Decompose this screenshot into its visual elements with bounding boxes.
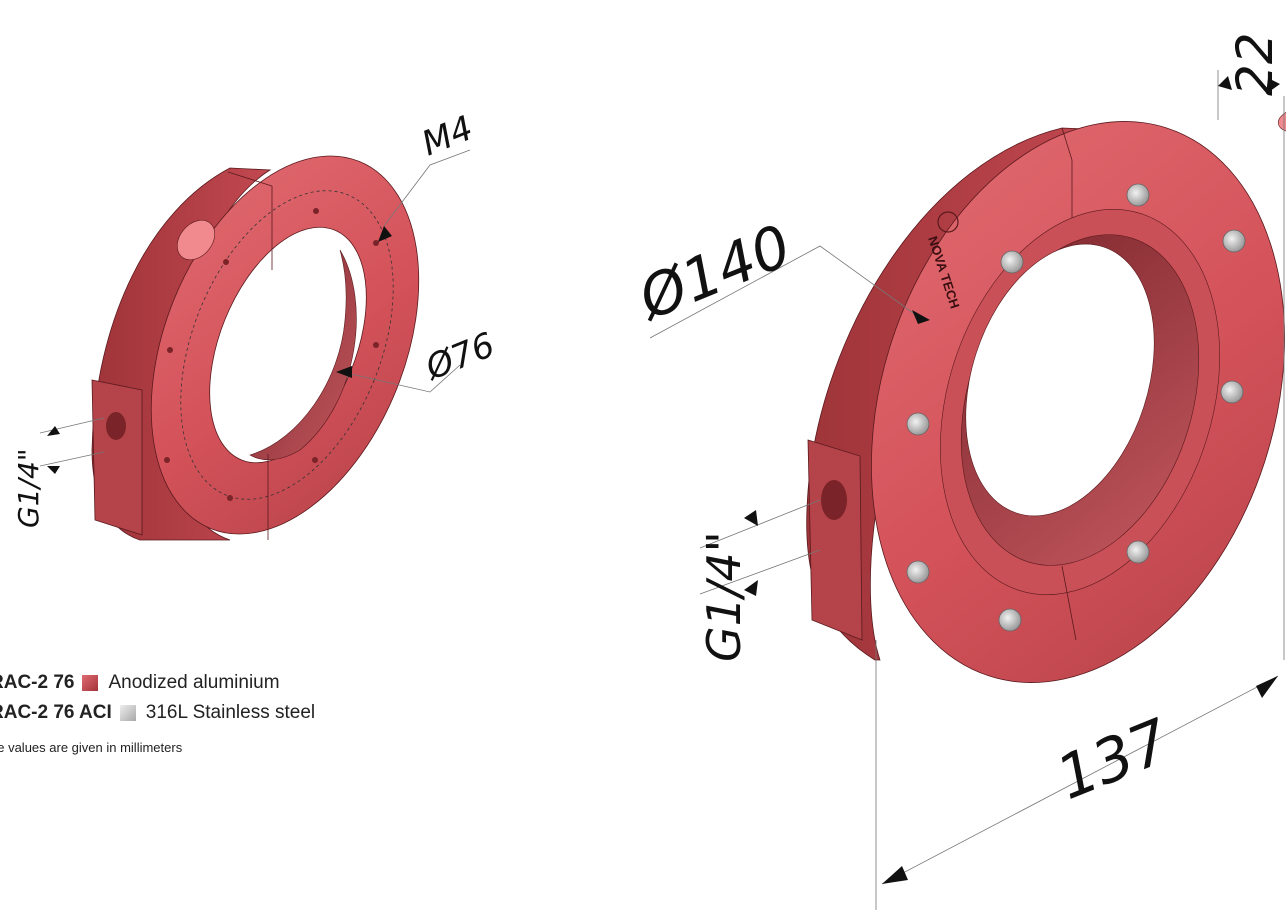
label-left-port: G1/4" (12, 448, 45, 528)
right-dim-arrow (912, 310, 930, 324)
left-ring-port (106, 412, 126, 440)
bolt-hole (312, 457, 318, 463)
label-right-port: G1/4" (697, 531, 751, 662)
legend-code: RAC-2 76 (0, 672, 75, 693)
label-thickness-22: 22 (1226, 32, 1284, 96)
label-length-137: 137 (1047, 706, 1179, 814)
material-legend: RAC-2 76 Anodized aluminium RAC-2 76 ACI… (0, 668, 315, 755)
bolt-hole (227, 495, 233, 501)
left-dim-arrow (378, 226, 392, 242)
bolt-head (1126, 540, 1150, 564)
legend-row-aluminium: RAC-2 76 Anodized aluminium (0, 668, 315, 698)
label-m4: M4 (416, 108, 478, 164)
bolt-head (998, 608, 1022, 632)
label-bore-76: Ø76 (419, 325, 501, 389)
right-ring-top-hole (1277, 107, 1286, 133)
bolt-hole (373, 342, 379, 348)
right-dim-arrow (882, 866, 908, 884)
right-ring-port (821, 480, 847, 520)
left-ring-split-line (227, 171, 273, 540)
units-note: he values are given in millimeters (0, 740, 183, 755)
right-ring-split-line (1061, 127, 1077, 641)
left-dim-arrow (336, 366, 352, 378)
right-ring-bolts (906, 183, 1246, 632)
right-ring-bore-opening (965, 243, 1155, 517)
left-dim-arrow (47, 466, 60, 474)
legend-row-steel: RAC-2 76 ACI 316L Stainless steel (0, 698, 315, 728)
right-dim-leaders (649, 70, 1285, 910)
bolt-head (1000, 250, 1024, 274)
legend-material: 316L Stainless steel (145, 702, 316, 723)
left-ring (39, 149, 471, 541)
swatch-red-icon (82, 675, 99, 691)
left-dim-leaders (39, 149, 471, 467)
bolt-hole (313, 208, 319, 214)
bolt-head (1222, 229, 1246, 253)
left-ring-bolt-circle (180, 190, 394, 500)
bolt-hole (167, 347, 173, 353)
right-dim-arrow (1218, 76, 1232, 90)
bolt-head (1126, 183, 1150, 207)
bolt-hole (373, 240, 379, 246)
right-ring-port-block (807, 439, 863, 641)
bolt-head (1220, 380, 1244, 404)
right-dim-arrow (1256, 676, 1278, 698)
left-ring-top-hole (176, 219, 216, 261)
bolt-hole (223, 259, 229, 265)
legend-material: Anodized aluminium (108, 672, 280, 693)
swatch-grey-icon (119, 705, 136, 721)
label-outer-140: Ø140 (628, 211, 800, 333)
bolt-head (906, 560, 930, 584)
logo-mark (937, 211, 959, 233)
left-dim-arrow (47, 426, 60, 436)
right-ring: NOVA TECH (649, 70, 1286, 910)
right-dim-arrow (1266, 78, 1280, 94)
left-ring-bore-wall (249, 249, 357, 460)
bolt-head (906, 412, 930, 436)
bolt-hole (164, 457, 170, 463)
legend-code: RAC-2 76 ACI (0, 702, 112, 723)
left-ring-bolt-holes (164, 208, 379, 501)
left-ring-port-block (91, 379, 143, 536)
right-dim-arrow (744, 510, 758, 526)
right-dim-arrow (744, 580, 758, 596)
